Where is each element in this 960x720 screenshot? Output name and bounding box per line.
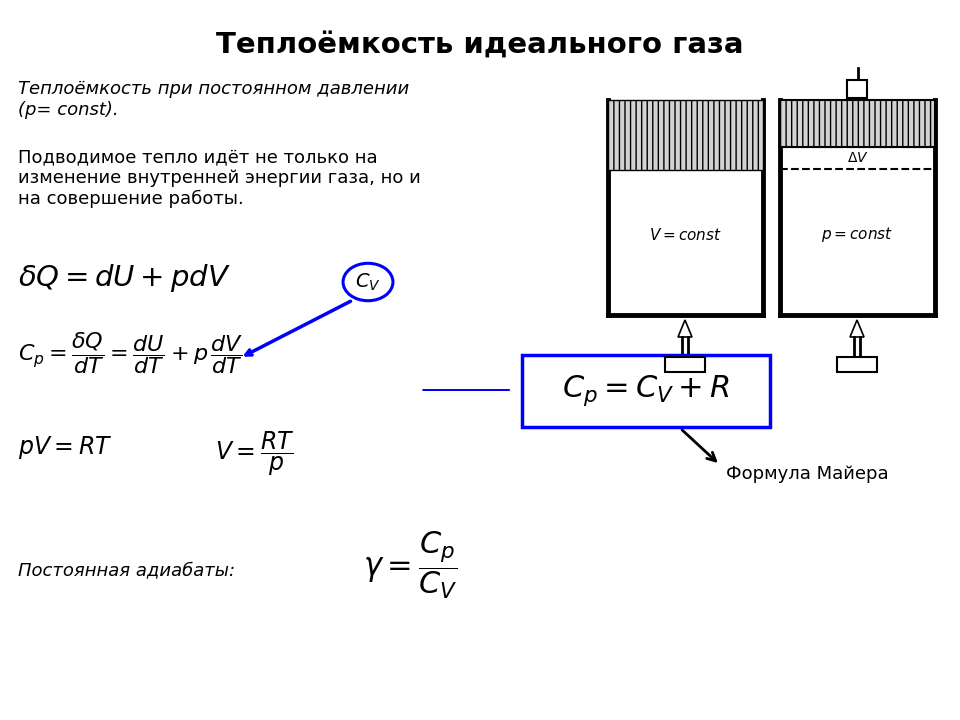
Text: $\gamma=\dfrac{C_p}{C_V}$: $\gamma=\dfrac{C_p}{C_V}$ [363, 529, 457, 601]
Text: $V=\dfrac{RT}{p}$: $V=\dfrac{RT}{p}$ [215, 430, 295, 478]
Bar [780, 100, 935, 147]
Text: Теплоёмкость идеального газа: Теплоёмкость идеального газа [216, 32, 744, 60]
Text: Постоянная адиабаты:: Постоянная адиабаты: [18, 561, 235, 579]
Text: $\Delta V$: $\Delta V$ [847, 151, 869, 165]
Text: $pV=RT$: $pV=RT$ [18, 434, 112, 461]
Text: $C_p=\dfrac{\delta Q}{dT}=\dfrac{dU}{dT}+p\,\dfrac{dV}{dT}$: $C_p=\dfrac{\delta Q}{dT}=\dfrac{dU}{dT}… [18, 330, 244, 376]
Text: $V=const$: $V=const$ [649, 228, 722, 243]
Bar [522, 355, 770, 427]
Bar [847, 80, 867, 98]
Text: $C_V$: $C_V$ [355, 271, 381, 292]
Text: Формула Майера: Формула Майера [726, 465, 889, 483]
Text: Подводимое тепло идёт не только на
изменение внутренней энергии газа, но и
на со: Подводимое тепло идёт не только на измен… [18, 148, 420, 208]
Text: $C_p=C_V+R$: $C_p=C_V+R$ [563, 374, 730, 408]
Bar [608, 100, 763, 170]
Bar [837, 357, 877, 372]
Bar [665, 357, 705, 372]
Text: $\delta Q=dU+pdV$: $\delta Q=dU+pdV$ [18, 262, 230, 294]
Text: $p=const$: $p=const$ [822, 225, 894, 244]
Text: Теплоёмкость при постоянном давлении
(p= const).: Теплоёмкость при постоянном давлении (p=… [18, 80, 409, 119]
